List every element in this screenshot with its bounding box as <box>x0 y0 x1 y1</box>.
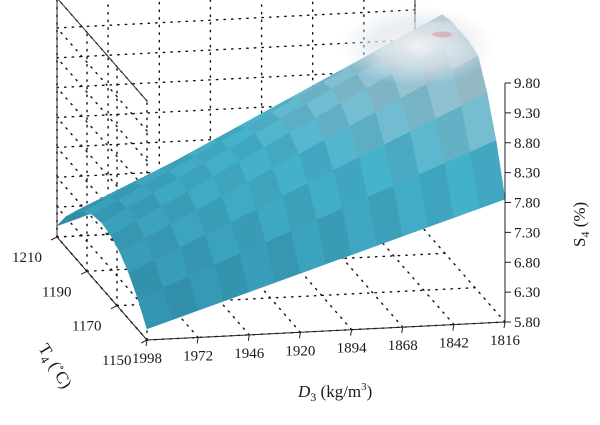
y-axis-title: T4 (∘C) <box>32 340 77 394</box>
tick-labels: 1998 1972 1946 1920 1894 1868 1842 1816 1150 1170… <box>12 76 540 369</box>
box-edge <box>58 0 148 102</box>
grid-line <box>56 86 148 192</box>
z-tick-label: 7.30 <box>514 225 540 241</box>
x-tick-mark <box>196 337 199 344</box>
z-tick-label: 7.80 <box>514 196 540 212</box>
z-tick-label: 5.80 <box>514 315 540 331</box>
y-tick-label: 1190 <box>42 284 71 300</box>
surface-highlight <box>339 5 495 86</box>
grid-line <box>56 206 148 311</box>
z-tick-label: 8.30 <box>514 166 540 182</box>
y-tick-label: 1170 <box>72 319 101 335</box>
x-tick-label: 1972 <box>183 348 213 364</box>
y-tick-label: 1150 <box>102 353 131 369</box>
x-tick-label: 1842 <box>439 336 469 352</box>
x-tick-label: 1816 <box>490 333 521 349</box>
z-tick-label: 6.80 <box>514 255 540 271</box>
z-tick-label: 6.30 <box>514 285 540 301</box>
x-axis-line <box>146 321 506 341</box>
grid-line <box>414 218 506 323</box>
surface <box>56 5 506 330</box>
x-tick-label: 1868 <box>388 338 418 354</box>
x-tick-label: 1920 <box>285 343 315 359</box>
z-tick-label: 9.80 <box>514 76 540 92</box>
x-tick-mark <box>298 332 301 339</box>
x-tick-mark <box>145 339 148 347</box>
y-tick-mark <box>50 236 58 241</box>
grid-line <box>56 27 148 132</box>
y-tick-mark <box>140 339 148 344</box>
y-tick-label: 1210 <box>12 250 42 266</box>
grid-line <box>56 57 148 162</box>
x-tick-mark <box>401 327 404 334</box>
x-tick-mark <box>452 324 455 331</box>
x-tick-mark <box>247 334 250 341</box>
y-tick-mark <box>80 270 88 275</box>
x-axis-title: D3 (kg/m3) <box>297 381 372 404</box>
z-axis-title: S4 (%) <box>570 202 592 247</box>
z-tick-label: 9.30 <box>514 106 540 122</box>
x-tick-mark <box>503 321 506 329</box>
x-tick-label: 1894 <box>337 341 368 357</box>
x-tick-label: 1998 <box>132 351 162 367</box>
x-tick-mark <box>350 329 353 336</box>
z-tick-label: 8.80 <box>514 136 540 152</box>
y-tick-mark <box>110 305 118 310</box>
surface-peak-tint <box>432 31 453 38</box>
x-tick-label: 1946 <box>234 346 264 362</box>
y-axis-line <box>56 236 148 341</box>
surface-patch <box>470 140 506 209</box>
